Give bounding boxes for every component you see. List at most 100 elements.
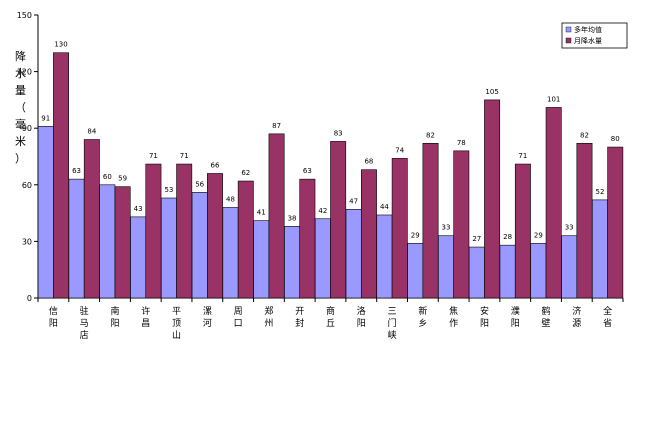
bar-avg [345,209,362,299]
data-label: 41 [257,209,266,217]
category-label: 平顶山 [172,306,181,341]
bar-month [453,150,470,299]
category-label: 郑州 [264,305,273,329]
y-tick-label: 120 [17,68,32,77]
data-label: 71 [149,152,158,160]
data-label: 71 [518,152,527,160]
data-label: 74 [395,146,404,154]
legend-box [561,22,628,49]
data-label: 29 [534,231,543,239]
bar-avg [284,226,301,299]
bar-avg [37,126,54,299]
category-label: 信阳 [49,305,58,329]
data-label: 59 [118,175,127,183]
bar-avg [438,235,454,299]
category-label: 济源 [572,305,581,329]
bar-avg [191,192,208,299]
bar-avg [68,178,85,299]
bar-avg [468,246,485,299]
data-label: 53 [164,186,173,194]
bar-month [330,141,347,299]
bar-month [237,180,254,299]
bar-avg [499,244,516,299]
legend-swatch-avg [565,26,572,33]
data-label: 66 [211,161,220,169]
category-label: 南阳 [110,305,119,329]
data-label: 63 [303,167,312,175]
data-label: 101 [547,95,560,103]
category-label: 许昌 [141,305,150,329]
data-label: 43 [134,205,143,213]
category-label: 三门峡 [388,307,397,341]
legend-label-avg: 多年均值 [574,25,602,34]
data-label: 80 [611,135,620,143]
category-label: 商丘 [326,305,335,329]
y-tick-label: 60 [22,181,32,190]
data-label: 52 [595,188,604,196]
bar-avg [99,184,116,299]
category-label: 洛阳 [357,305,366,329]
data-label: 29 [411,231,420,239]
data-label: 27 [472,235,481,243]
data-label: 83 [334,129,343,137]
bar-month [545,107,562,299]
category-label: 全省 [603,305,612,329]
data-label: 47 [349,197,358,205]
category-label: 周口 [234,306,243,329]
category-label: 新乡 [418,305,427,329]
data-label: 42 [318,207,327,215]
data-label: 44 [380,203,389,211]
bar-avg [130,216,147,299]
bar-month [360,169,377,299]
bar-month [391,158,408,299]
category-label: 濮阳 [511,305,520,329]
bar-month [299,178,316,299]
legend: 多年均值 月降水量 [561,22,628,49]
bar-month [422,142,439,299]
data-label: 38 [288,214,297,222]
legend-swatch-month [565,37,572,44]
data-label: 60 [103,173,112,181]
bar-avg [592,199,608,299]
data-label: 87 [272,122,281,130]
bars [37,52,624,299]
data-label: 62 [241,169,250,177]
data-label: 84 [87,128,96,136]
data-label: 78 [457,139,466,147]
bar-month [207,173,223,299]
bar-avg [253,220,270,299]
y-axis-label: 降水量（毫米） [15,49,26,165]
bar-avg [314,218,331,299]
bar-avg [222,207,239,299]
data-label: 68 [364,158,373,166]
bar-avg [561,235,578,299]
bar-avg [376,214,393,299]
data-label: 71 [180,152,189,160]
bar-month [83,139,100,299]
data-label: 91 [41,114,50,122]
bar-month [268,133,285,299]
bar-month [484,99,501,299]
bar-month [145,163,162,299]
category-label: 安阳 [480,305,489,329]
bar-month [114,186,131,299]
data-labels: 91 63 60 43 53 56 48 41 38 42 47 44 29 33 27 28 29 33 52 13… [41,41,619,243]
y-tick-label: 150 [17,11,32,20]
category-label: 焦作 [449,305,458,329]
category-label: 驻马店 [80,306,89,341]
data-label: 82 [580,131,589,139]
data-label: 28 [503,233,512,241]
data-label: 63 [72,167,81,175]
data-label: 56 [195,180,204,188]
data-label: 33 [442,224,451,232]
data-label: 130 [54,41,67,49]
y-tick-label: 90 [22,124,32,133]
bar-avg [530,242,547,299]
bar-avg [160,197,177,299]
data-label: 33 [565,224,574,232]
y-tick-label: 30 [22,237,32,246]
legend-label-month: 月降水量 [574,36,602,45]
category-label: 漯河 [203,306,212,329]
